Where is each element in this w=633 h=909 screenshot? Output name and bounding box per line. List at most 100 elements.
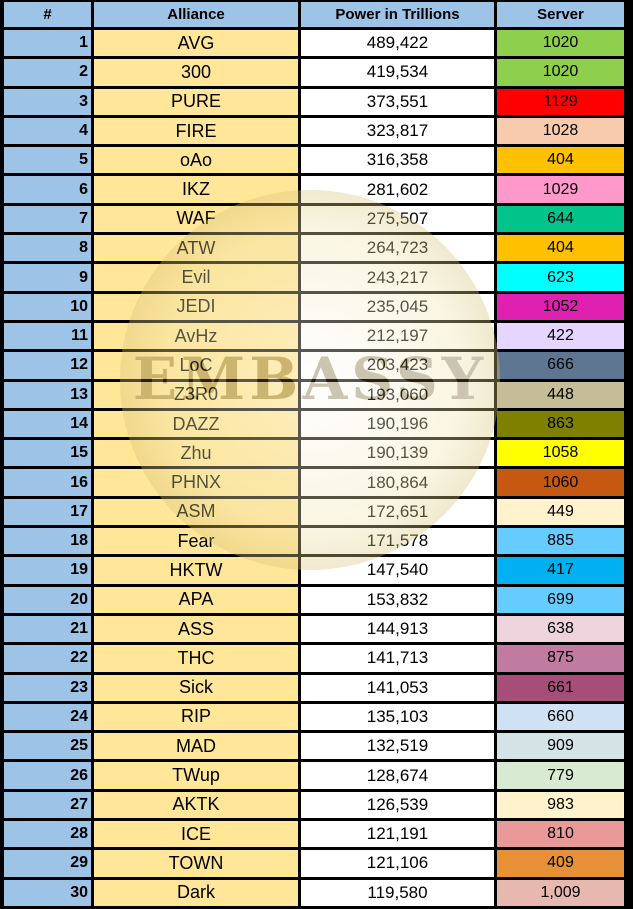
alliance-cell: Evil bbox=[94, 264, 301, 294]
table-row: 20 APA 153,832 699 bbox=[4, 586, 627, 616]
rank-cell: 27 bbox=[4, 791, 94, 822]
power-cell: 144,913 bbox=[301, 615, 497, 646]
server-cell: 623 bbox=[497, 264, 627, 294]
alliance-cell: DAZZ bbox=[94, 410, 301, 441]
alliance-cell: AvHz bbox=[94, 322, 301, 353]
rank-cell: 2 bbox=[4, 59, 94, 89]
table-row: 27 AKTK 126,539 983 bbox=[4, 791, 627, 822]
table-row: 14 DAZZ 190,196 863 bbox=[4, 410, 627, 441]
power-cell: 141,053 bbox=[301, 674, 497, 704]
alliance-cell: RIP bbox=[94, 703, 301, 734]
rank-cell: 25 bbox=[4, 733, 94, 763]
server-cell: 863 bbox=[497, 410, 627, 441]
power-cell: 235,045 bbox=[301, 293, 497, 323]
alliance-cell: WAF bbox=[94, 205, 301, 236]
power-cell: 323,817 bbox=[301, 117, 497, 148]
alliance-cell: FIRE bbox=[94, 117, 301, 148]
table-row: 6 IKZ 281,602 1029 bbox=[4, 176, 627, 206]
power-cell: 489,422 bbox=[301, 30, 497, 60]
alliance-cell: LoC bbox=[94, 352, 301, 382]
table-body: 1 AVG 489,422 1020 2 300 419,534 1020 3 PURE 373,5… bbox=[4, 30, 627, 909]
rank-cell: 21 bbox=[4, 615, 94, 646]
rank-cell: 20 bbox=[4, 586, 94, 616]
server-cell: 644 bbox=[497, 205, 627, 236]
server-cell: 810 bbox=[497, 821, 627, 851]
rank-cell: 14 bbox=[4, 410, 94, 441]
alliance-cell: AKTK bbox=[94, 791, 301, 822]
table-row: 15 Zhu 190,139 1058 bbox=[4, 440, 627, 470]
alliance-cell: oAo bbox=[94, 147, 301, 177]
table-row: 23 Sick 141,053 661 bbox=[4, 674, 627, 704]
rank-cell: 6 bbox=[4, 176, 94, 206]
rank-cell: 5 bbox=[4, 147, 94, 177]
server-cell: 779 bbox=[497, 762, 627, 792]
power-cell: 135,103 bbox=[301, 703, 497, 734]
power-cell: 141,713 bbox=[301, 645, 497, 675]
power-cell: 147,540 bbox=[301, 557, 497, 587]
server-cell: 1028 bbox=[497, 117, 627, 148]
power-cell: 203,423 bbox=[301, 352, 497, 382]
server-cell: 983 bbox=[497, 791, 627, 822]
server-cell: 1129 bbox=[497, 88, 627, 118]
rank-cell: 17 bbox=[4, 498, 94, 529]
server-cell: 660 bbox=[497, 703, 627, 734]
server-cell: 638 bbox=[497, 615, 627, 646]
power-cell: 193,060 bbox=[301, 381, 497, 411]
table-row: 24 RIP 135,103 660 bbox=[4, 703, 627, 734]
alliance-cell: Fear bbox=[94, 528, 301, 558]
power-cell: 132,519 bbox=[301, 733, 497, 763]
power-cell: 126,539 bbox=[301, 791, 497, 822]
power-cell: 153,832 bbox=[301, 586, 497, 616]
server-cell: 1058 bbox=[497, 440, 627, 470]
alliance-cell: AVG bbox=[94, 30, 301, 60]
server-cell: 1029 bbox=[497, 176, 627, 206]
rank-cell: 19 bbox=[4, 557, 94, 587]
power-cell: 281,602 bbox=[301, 176, 497, 206]
rank-cell: 24 bbox=[4, 703, 94, 734]
table-row: 7 WAF 275,507 644 bbox=[4, 205, 627, 236]
server-header: Server bbox=[497, 2, 627, 30]
alliance-cell: Dark bbox=[94, 879, 301, 909]
server-cell: 666 bbox=[497, 352, 627, 382]
table-row: 2 300 419,534 1020 bbox=[4, 59, 627, 89]
header-row: # Alliance Power in Trillions Server bbox=[4, 2, 627, 30]
alliance-cell: PURE bbox=[94, 88, 301, 118]
alliance-cell: MAD bbox=[94, 733, 301, 763]
alliance-cell: Zhu bbox=[94, 440, 301, 470]
table-row: 18 Fear 171,578 885 bbox=[4, 528, 627, 558]
rank-cell: 23 bbox=[4, 674, 94, 704]
table-row: 25 MAD 132,519 909 bbox=[4, 733, 627, 763]
power-cell: 316,358 bbox=[301, 147, 497, 177]
rank-cell: 7 bbox=[4, 205, 94, 236]
server-cell: 1020 bbox=[497, 30, 627, 60]
alliance-cell: IKZ bbox=[94, 176, 301, 206]
rank-cell: 30 bbox=[4, 879, 94, 909]
server-cell: 404 bbox=[497, 147, 627, 177]
table-row: 26 TWup 128,674 779 bbox=[4, 762, 627, 792]
table-row: 5 oAo 316,358 404 bbox=[4, 147, 627, 177]
server-cell: 885 bbox=[497, 528, 627, 558]
server-cell: 448 bbox=[497, 381, 627, 411]
power-cell: 190,139 bbox=[301, 440, 497, 470]
rank-cell: 16 bbox=[4, 469, 94, 499]
alliance-cell: ICE bbox=[94, 821, 301, 851]
rank-cell: 18 bbox=[4, 528, 94, 558]
power-cell: 121,191 bbox=[301, 821, 497, 851]
table-row: 1 AVG 489,422 1020 bbox=[4, 30, 627, 60]
rank-cell: 8 bbox=[4, 235, 94, 265]
table-row: 4 FIRE 323,817 1028 bbox=[4, 117, 627, 148]
table-row: 29 TOWN 121,106 409 bbox=[4, 850, 627, 880]
rank-cell: 3 bbox=[4, 88, 94, 118]
power-cell: 419,534 bbox=[301, 59, 497, 89]
power-cell: 128,674 bbox=[301, 762, 497, 792]
table-row: 9 Evil 243,217 623 bbox=[4, 264, 627, 294]
server-cell: 422 bbox=[497, 322, 627, 353]
rank-cell: 26 bbox=[4, 762, 94, 792]
rank-cell: 12 bbox=[4, 352, 94, 382]
alliance-ranking-table: # Alliance Power in Trillions Server 1 AV… bbox=[4, 2, 627, 909]
rank-cell: 28 bbox=[4, 821, 94, 851]
power-cell: 243,217 bbox=[301, 264, 497, 294]
alliance-cell: ATW bbox=[94, 235, 301, 265]
alliance-cell: THC bbox=[94, 645, 301, 675]
